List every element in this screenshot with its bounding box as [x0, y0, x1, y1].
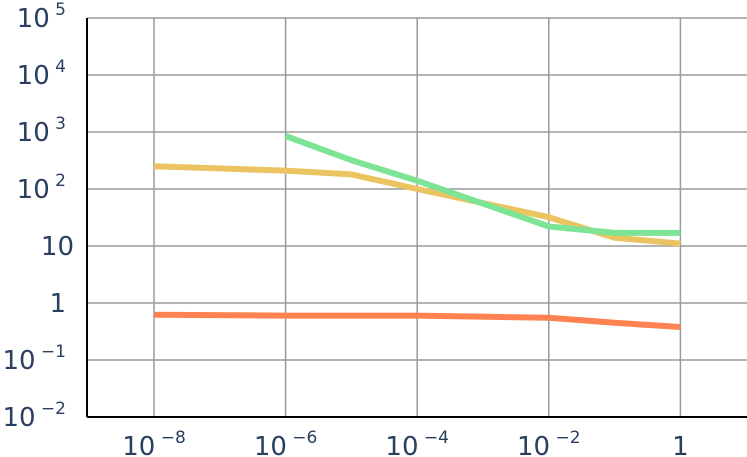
x-tick-label-2: 10 −4: [385, 428, 449, 457]
x-tick-label-4: 1: [672, 432, 689, 457]
y-tick-label-3: 10: [41, 232, 74, 262]
series-line-1: [284, 133, 681, 236]
y-tick-label-2: 1: [49, 289, 66, 319]
x-axis-ticks: 10 −8 10 −6 10 −4 10 −2 1: [122, 428, 688, 457]
series-line-2: [153, 311, 681, 330]
y-tick-label-7: 10 5: [17, 0, 66, 34]
y-tick-label-0: 10 −2: [2, 399, 66, 433]
x-tick-label-0: 10 −8: [122, 428, 186, 457]
y-tick-label-5: 10 3: [17, 114, 66, 148]
x-tick-label-3: 10 −2: [517, 428, 581, 457]
series-line-0: [153, 163, 681, 247]
y-tick-label-6: 10 4: [17, 57, 66, 91]
y-axis-ticks: 10 −2 10 −1 1 10 10 2 10 3 10 4 10 5: [2, 0, 74, 433]
y-tick-label-4: 10 2: [17, 171, 66, 205]
grid: [87, 17, 747, 417]
y-tick-label-1: 10 −1: [2, 342, 66, 376]
x-tick-label-1: 10 −6: [254, 428, 318, 457]
plot-area: [153, 133, 681, 330]
